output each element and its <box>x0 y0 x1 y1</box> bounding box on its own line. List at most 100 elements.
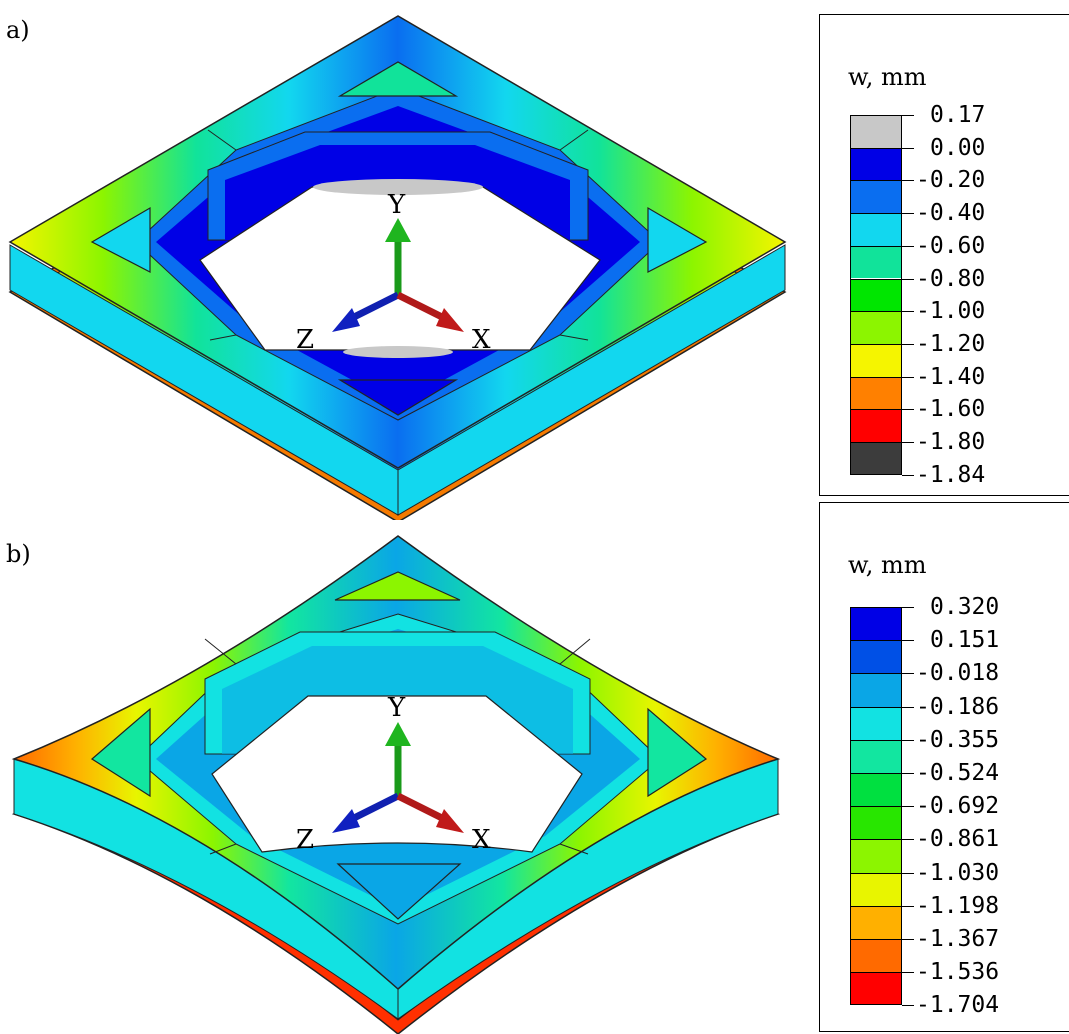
cutout-bottom-a <box>337 379 459 416</box>
panel-label-b: b) <box>6 540 31 568</box>
legend-level-label: -0.355 <box>916 726 1000 753</box>
legend-level-label: -0.861 <box>916 826 1000 853</box>
legend-level-label: 0.151 <box>930 627 1000 654</box>
legend-swatch <box>850 442 902 475</box>
legend-tick <box>902 905 914 907</box>
legend-swatches <box>850 115 902 475</box>
legend-tick <box>902 640 914 642</box>
legend-level-label: -0.40 <box>916 200 986 227</box>
legend-tick <box>902 839 914 841</box>
cutout-top-b <box>334 571 461 601</box>
legend-swatch <box>850 607 902 641</box>
legend-swatch <box>850 376 902 410</box>
legend-tick <box>902 376 914 378</box>
legend-level-label: -1.536 <box>916 959 1000 986</box>
legend-swatch <box>850 773 902 807</box>
cutout-right-a <box>647 206 708 273</box>
legend-level-label: -1.80 <box>916 429 986 455</box>
legend-tick <box>902 939 914 940</box>
legend-tick <box>902 311 914 313</box>
legend-level-label: 0.17 <box>930 102 986 128</box>
legend-swatch <box>850 839 902 873</box>
legend-tick <box>902 607 914 608</box>
legend-swatch <box>850 905 902 939</box>
legend-swatch <box>850 939 902 973</box>
legend-level-label: -1.704 <box>916 992 1000 1019</box>
legend-swatch <box>850 739 902 773</box>
legend-tick <box>902 872 914 874</box>
legend-swatch <box>850 147 902 181</box>
legend-colorbar-border <box>850 607 902 1006</box>
legend-tick <box>902 673 914 675</box>
legend-level-label: -0.20 <box>916 167 986 194</box>
legend-swatch <box>850 278 902 312</box>
cutout-left-b <box>90 707 151 798</box>
panel-label-a: a) <box>6 16 30 44</box>
axis-label-z: Z <box>296 825 314 855</box>
legend-level-label: -0.524 <box>916 760 1000 786</box>
legend-tick <box>902 972 914 974</box>
legend-title: w, mm <box>848 551 927 579</box>
legend-level-label: -0.186 <box>916 693 1000 720</box>
legend-tick <box>902 474 914 476</box>
legend-tick <box>902 147 914 149</box>
legend-b: w, mm 0.320 0.151 -0.018 -0.186 -0.355 -0.524… <box>819 502 1069 1032</box>
legend-level-label: 0.320 <box>930 594 1000 620</box>
fem-model-a: Y Z X <box>8 15 787 520</box>
legend-level-label: -1.198 <box>916 892 1000 919</box>
legend-swatch <box>850 245 902 279</box>
legend-swatch <box>850 972 902 1006</box>
legend-swatch <box>850 343 902 377</box>
cutout-right-b <box>647 707 708 798</box>
legend-swatch <box>850 706 902 740</box>
legend-swatch <box>850 409 902 442</box>
fem-model-b: Y Z X <box>11 535 781 1034</box>
legend-level-label: -0.018 <box>916 660 1000 687</box>
legend-swatch <box>850 872 902 906</box>
legend-swatch <box>850 311 902 344</box>
legend-level-label: -1.367 <box>916 926 1000 952</box>
legend-level-label: -1.84 <box>916 461 986 488</box>
axis-triad-a: Y Z X <box>296 190 491 355</box>
legend-tick <box>902 213 914 215</box>
legend-level-label: -0.692 <box>916 793 1000 820</box>
axis-label-z: Z <box>296 325 314 355</box>
legend-tick <box>902 180 914 182</box>
legend-level-label: 0.00 <box>930 134 986 161</box>
legend-swatch <box>850 806 902 840</box>
axis-label-y: Y <box>387 693 406 723</box>
legend-tick <box>902 343 914 345</box>
legend-swatch <box>850 115 902 148</box>
legend-tick <box>902 442 914 443</box>
cutout-left-a <box>90 206 151 273</box>
cutout-bottom-b <box>336 863 462 920</box>
axis-label-y: Y <box>387 190 406 220</box>
axis-label-x: X <box>472 825 491 855</box>
legend-level-label: -1.20 <box>916 330 986 357</box>
legend-swatches <box>850 607 902 1006</box>
legend-tick <box>902 245 914 247</box>
legend-tick <box>902 806 914 808</box>
legend-tick <box>902 706 914 708</box>
axis-triad-b: Y Z X <box>296 693 491 855</box>
legend-level-label: -1.030 <box>916 859 1000 886</box>
legend-colorbar-border <box>850 115 902 475</box>
legend-tick <box>902 115 914 116</box>
legend-tick <box>902 278 914 280</box>
cutout-top-a <box>337 61 459 97</box>
legend-a: w, mm 0.17 0.00 -0.20 -0.40 -0.60 -0.80 -1.00 -… <box>819 14 1069 496</box>
axis-label-x: X <box>472 325 491 355</box>
legend-level-label: -0.80 <box>916 265 986 292</box>
legend-swatch <box>850 213 902 246</box>
legend-level-label: -1.40 <box>916 363 986 390</box>
legend-title: w, mm <box>848 63 927 91</box>
legend-swatch <box>850 640 902 674</box>
legend-swatch <box>850 673 902 707</box>
legend-level-label: -0.60 <box>916 232 986 259</box>
legend-tick <box>902 409 914 411</box>
legend-tick <box>902 773 914 774</box>
legend-level-label: -1.60 <box>916 396 986 423</box>
legend-level-label: -1.00 <box>916 298 986 325</box>
legend-swatch <box>850 180 902 214</box>
legend-tick <box>902 739 914 741</box>
